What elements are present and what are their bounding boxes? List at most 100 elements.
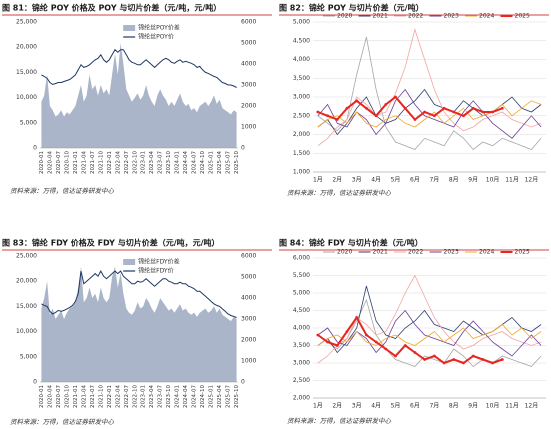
legend-label: 2025 [515, 249, 530, 256]
source-note: 资料来源：万得，信达证券研发中心 [10, 418, 115, 426]
y2-tick-label: 5000 [241, 40, 256, 47]
legend-label: 锦纶丝FDY价 [138, 267, 173, 275]
x-tick-label: 7月 [429, 177, 439, 184]
y-tick-label: 4,000 [293, 56, 310, 63]
x-tick-label: 2020-04 [47, 151, 53, 174]
x-tick-label: 6月 [410, 403, 420, 410]
x-tick-label: 8月 [449, 177, 459, 184]
x-tick-label: 2021-01 [73, 151, 79, 174]
y2-tick-label: 0 [241, 379, 245, 386]
x-tick-label: 2021-10 [98, 151, 104, 174]
y-tick-label: 3,000 [293, 360, 310, 367]
x-tick-label: 2020-04 [47, 385, 53, 408]
point [442, 106, 446, 110]
x-tick-label: 2024-01 [175, 385, 181, 408]
point [423, 358, 427, 361]
x-tick-label: 2022-10 [132, 151, 138, 174]
x-tick-label: 2022-04 [115, 151, 121, 174]
point [432, 354, 436, 358]
x-tick-label: 2020-10 [64, 151, 70, 174]
x-tick-label: 2021-04 [81, 151, 87, 174]
x-tick-label: 4月 [371, 177, 381, 184]
chart-title: 图 84：锦纶 FDY 与切片价差（元/吨） [279, 238, 423, 248]
point [326, 340, 329, 344]
x-tick-label: 8月 [449, 403, 459, 410]
legend-label: 2023 [444, 249, 459, 256]
y-tick-label: 5,000 [20, 119, 37, 126]
point [491, 361, 495, 365]
x-tick-label: 2022-01 [107, 151, 113, 174]
x-tick-label: 9月 [468, 403, 478, 410]
series-line [317, 100, 542, 128]
x-tick-label: 2025-01 [209, 385, 215, 408]
y2-tick-label: 4000 [241, 61, 256, 68]
point [355, 99, 359, 103]
point [374, 114, 378, 118]
point [500, 106, 504, 110]
source-note: 资料来源：万得，信达证券研发中心 [10, 187, 115, 195]
x-tick-label: 2025-04 [217, 151, 223, 174]
legend-label: 2020 [337, 13, 352, 20]
legend-label: 2025 [515, 13, 530, 20]
point [491, 110, 495, 114]
x-tick-label: 5月 [391, 177, 401, 184]
y2-tick-label: 5000 [241, 274, 256, 281]
x-tick-label: 9月 [468, 177, 478, 184]
x-tick-label: 2024-10 [200, 385, 206, 408]
point [355, 316, 359, 319]
x-tick-label: 2025-01 [209, 151, 215, 174]
x-tick-label: 2022-07 [124, 151, 130, 174]
point [413, 351, 417, 354]
x-tick-label: 2020-01 [39, 385, 45, 408]
price-line [41, 270, 237, 318]
y-tick-label: 4,500 [293, 307, 310, 314]
y-tick-label: 3,500 [293, 342, 310, 349]
x-tick-label: 2021-10 [98, 385, 104, 408]
y-tick-label: 10,000 [16, 94, 37, 101]
x-tick-label: 2020-10 [64, 385, 70, 408]
source-note: 资料来源：万得，信达证券研发中心 [287, 417, 392, 425]
point [364, 106, 368, 110]
y-tick-label: 1,500 [293, 150, 310, 157]
x-tick-label: 2024-04 [183, 385, 189, 408]
point [403, 344, 407, 347]
y-tick-label: 2,500 [293, 112, 310, 119]
point [462, 114, 465, 118]
series-line [317, 285, 542, 354]
source-note: 资料来源：万得，信达证券研发中心 [287, 189, 392, 197]
y-tick-label: 20,000 [16, 44, 37, 51]
x-tick-label: 2023-07 [158, 151, 164, 174]
y-tick-label: 0 [33, 379, 37, 386]
point [345, 330, 349, 333]
y2-tick-label: 4000 [241, 295, 256, 302]
x-tick-label: 2020-07 [56, 385, 62, 408]
x-tick-label: 10月 [486, 403, 500, 410]
x-tick-label: 2025-10 [234, 151, 240, 174]
y-tick-label: 1,000 [293, 169, 310, 176]
x-tick-label: 1月 [313, 403, 323, 410]
y-tick-label: 20,000 [16, 278, 37, 285]
legend-label: 2020 [337, 249, 352, 256]
point [432, 114, 436, 118]
y2-tick-label: 2000 [241, 103, 256, 110]
y-tick-label: 0 [33, 145, 37, 152]
chart-title: 图 81：锦纶 POY 价格及 POY 与切片价差（元/吨，元/吨） [2, 3, 221, 13]
x-tick-label: 2020-01 [39, 151, 45, 174]
x-tick-label: 2025-07 [226, 151, 232, 174]
x-tick-label: 2月 [332, 403, 342, 410]
x-tick-label: 2022-01 [107, 385, 113, 408]
x-tick-label: 2023-10 [166, 151, 172, 174]
legend-label: 2023 [444, 13, 459, 20]
point [423, 110, 427, 114]
legend-label: 锦纶丝POY价差 [138, 24, 180, 32]
x-tick-label: 2024-04 [183, 151, 189, 174]
x-tick-label: 2022-04 [115, 385, 121, 408]
y-tick-label: 2,000 [293, 131, 310, 138]
y-tick-label: 5,000 [293, 290, 310, 297]
series-line [317, 274, 542, 364]
x-tick-label: 2023-04 [149, 151, 155, 174]
x-tick-label: 4月 [371, 403, 381, 410]
chart-title: 图 82：锦纶 POY 与切片价差（元/吨） [279, 3, 424, 13]
x-tick-label: 10月 [486, 177, 500, 184]
x-tick-label: 1月 [313, 177, 323, 184]
